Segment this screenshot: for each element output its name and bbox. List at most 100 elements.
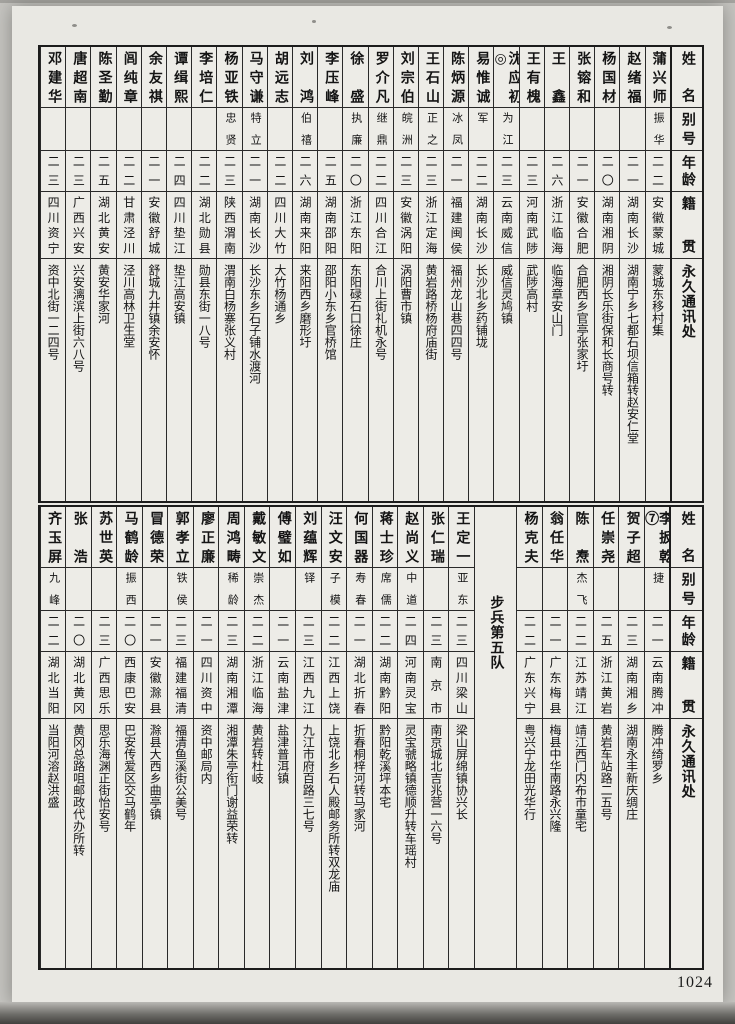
alias-cell: 执廉 (343, 108, 368, 151)
person-native: 广西兴安 (71, 196, 86, 254)
address-cell: 大竹杨通乡 (268, 259, 292, 501)
native-cell: 湖北黄安 (91, 192, 116, 259)
person-name: 翁任华 (548, 511, 564, 563)
person-column: 王鑫 二六 浙江临海 临海章安山门 (543, 47, 570, 501)
alias-cell: 正之 (418, 108, 444, 151)
name-cell: 邓建华 (41, 47, 66, 108)
name-cell: 王鑫 (544, 47, 570, 108)
person-age: 二五 (323, 155, 338, 187)
person-age: 二六 (298, 155, 313, 187)
address-cell: 九江市府百路三七号 (296, 719, 321, 968)
address-cell: 思乐海渊正街怡安号 (92, 719, 117, 968)
person-age: 二一 (625, 155, 640, 187)
native-cell: 广东兴宁 (517, 652, 542, 719)
address-cell: 靖江西门内布市童宅 (568, 719, 593, 968)
person-name: 马守谦 (247, 51, 263, 103)
native-cell: 湖北折春 (347, 652, 372, 719)
native-cell: 甘肃泾川 (116, 192, 141, 259)
alias-cell (66, 108, 91, 151)
person-alias: 寿春 (353, 572, 366, 606)
person-column: 王有槐 二三 河南武陟 武陟高村 (518, 47, 544, 501)
person-native: 四川资宁 (46, 196, 61, 254)
header-age-label: 年龄 (679, 155, 695, 187)
person-address: 黄岩车站路二五号 (599, 724, 614, 820)
alias-cell: 九峰 (40, 568, 66, 611)
person-column: 谭缉熙 二四 四川垫江 垫江高安镇 (166, 47, 192, 501)
alias-cell (318, 108, 343, 151)
alias-cell: 席儒 (372, 568, 398, 611)
alias-cell: 振华 (645, 108, 670, 151)
person-address: 渭南白杨寨张义村 (222, 264, 237, 360)
person-alias: 崇杰 (251, 572, 264, 606)
person-age: 二三 (222, 155, 237, 187)
person-native: 江西上饶 (326, 656, 341, 714)
person-native: 陕西渭南 (222, 196, 237, 254)
address-cell: 湘阴长乐街保和长商号转 (595, 259, 619, 501)
person-alias: 继鼎 (375, 112, 388, 146)
age-cell: 二二 (244, 611, 270, 652)
native-cell: 湖北勋县 (192, 192, 217, 259)
address-cell: 黄安华家河 (91, 259, 115, 501)
name-cell: 廖正廉 (193, 507, 219, 568)
person-column: 廖正廉 二一 四川资中 资中邮局内 (192, 507, 219, 968)
person-name: 陈圣勤 (96, 51, 112, 103)
person-age: 二二 (326, 615, 341, 647)
person-native: 南京市 (428, 656, 443, 714)
person-column: 余友祺 二一 安徽舒城 舒城九井镇余安怀 (140, 47, 167, 501)
person-column: 齐玉屏 九峰 二二 湖北当阳 当阳河溶赵洪盛 (39, 507, 66, 968)
person-age: 二三 (454, 615, 469, 647)
person-name: 齐玉屏 (46, 511, 62, 563)
person-name: 陈焘 (573, 511, 589, 563)
alias-cell: 子模 (321, 568, 347, 611)
person-age: 二三 (97, 615, 112, 647)
native-cell: 广西兴安 (66, 192, 91, 259)
name-cell: 马鹤龄 (117, 507, 142, 568)
person-name: 张镕和 (575, 51, 591, 103)
native-cell: 湖南来阳 (292, 192, 318, 259)
name-cell: 苏世英 (91, 507, 117, 568)
alias-cell (423, 568, 449, 611)
person-alias: 铎 (302, 572, 315, 584)
name-cell: 陈圣勤 (91, 47, 116, 108)
header-address-cell: 永久通讯处 (672, 259, 702, 501)
alias-cell: 冰凤 (444, 108, 469, 151)
name-cell: 赵绪福 (620, 47, 645, 108)
native-cell: 河南灵宝 (398, 652, 423, 719)
person-address: 黄冈总路咀邮政代办所转 (71, 724, 86, 856)
name-cell: 李培仁 (192, 47, 217, 108)
person-native: 广西思乐 (97, 656, 112, 714)
alias-cell (66, 568, 91, 611)
person-column: 李压峰 二五 湖南邵阳 邵阳小东乡官桥馆 (317, 47, 343, 501)
person-age: 二三 (428, 615, 443, 647)
person-age: 二五 (599, 615, 614, 647)
name-cell: 杨国材 (595, 47, 620, 108)
header-address-label: 永久通讯处 (679, 264, 695, 339)
person-age: 二三 (624, 615, 639, 647)
person-native: 云南威信 (499, 196, 514, 254)
person-age: 二三 (173, 615, 188, 647)
person-address: 黄岩路桥杨府庙街 (423, 264, 438, 360)
person-age: 二三 (524, 155, 539, 187)
person-address: 湘潭朱亭衔门谢益荣转 (224, 724, 239, 844)
address-cell: 梁山屏绵镇协兴长 (449, 719, 474, 968)
name-cell: 罗介凡 (368, 47, 393, 108)
person-age: 二三 (398, 155, 413, 187)
name-cell: 齐玉屏 (40, 507, 66, 568)
address-cell: 长沙北乡药铺垅 (469, 259, 493, 501)
age-cell: 二二 (40, 611, 66, 652)
person-alias: 亚东 (455, 572, 468, 606)
person-native: 云南盐津 (275, 656, 290, 714)
person-name: 刘宗伯 (398, 51, 414, 103)
header-alias-label: 别号 (679, 112, 695, 146)
person-column: 陈炳源 冰凤 二一 福建闽侯 福州龙山巷四四号 (443, 47, 469, 501)
person-address: 邵阳小东乡官桥馆 (323, 264, 338, 360)
person-column: 胡远志 二二 四川大竹 大竹杨通乡 (266, 47, 292, 501)
person-age: 二一 (275, 615, 290, 647)
person-native: 湖北勋县 (197, 196, 212, 254)
alias-cell (542, 568, 568, 611)
alias-cell (116, 108, 141, 151)
age-cell: 二五 (318, 151, 343, 192)
native-cell: 广东梅县 (542, 652, 568, 719)
person-age: 二四 (403, 615, 418, 647)
native-cell: 广西思乐 (91, 652, 117, 719)
